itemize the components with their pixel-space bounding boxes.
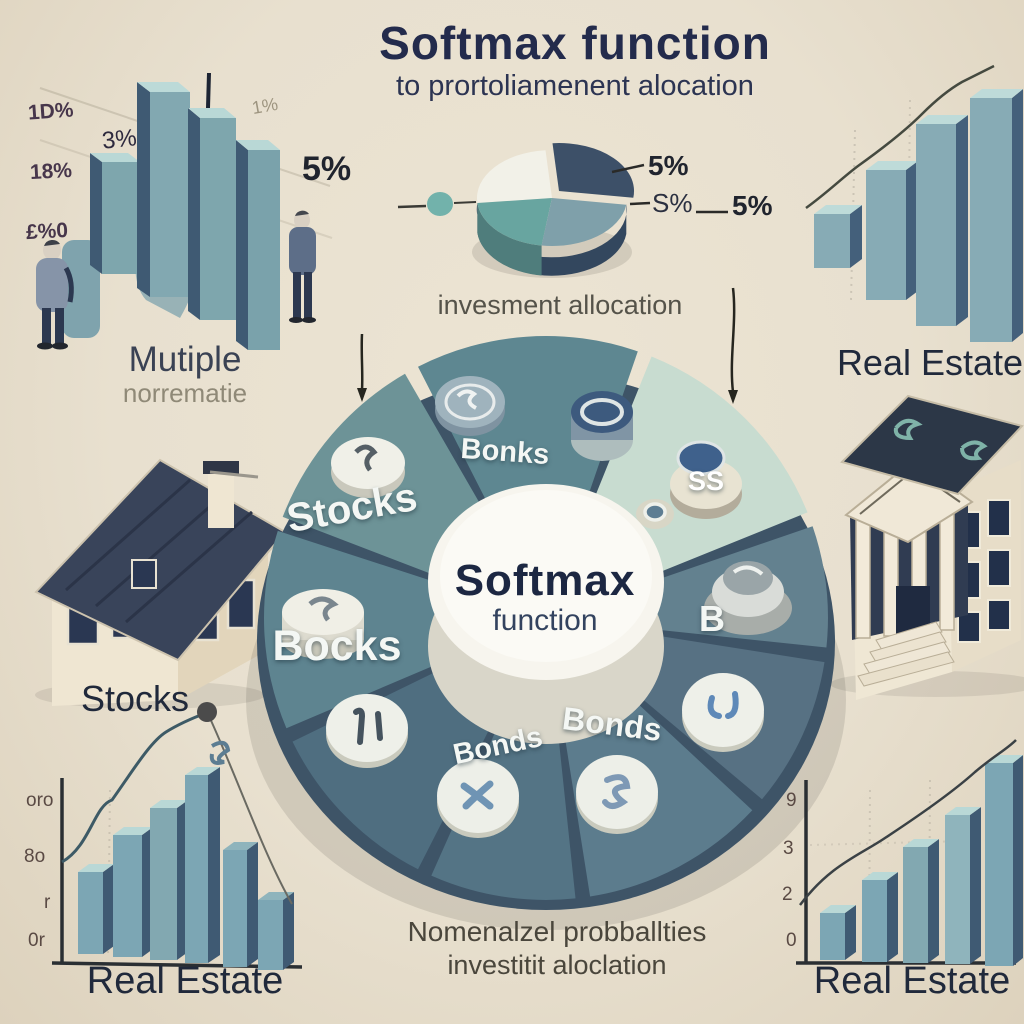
- trend-line: [805, 64, 995, 210]
- roof-squiggle: [960, 440, 988, 461]
- bar: [903, 839, 939, 963]
- bank-illustration: [830, 394, 1024, 700]
- bar: [185, 767, 220, 963]
- pie-caption: invesment allocation: [437, 290, 683, 320]
- bar: [78, 864, 114, 954]
- tr-caption: Real Estate: [836, 342, 1024, 383]
- bar: [862, 872, 898, 962]
- bl-y-tick: r: [44, 892, 51, 913]
- tl-caption-line2: norrematie: [122, 378, 248, 408]
- b-knob-icon: [704, 561, 792, 635]
- wheel-label-b: B: [699, 598, 725, 639]
- trend-line: [799, 739, 1017, 906]
- bar: [866, 161, 918, 300]
- tl-faint-label: 1%: [250, 93, 280, 119]
- peak-dot: [197, 702, 217, 722]
- bar: [916, 115, 968, 326]
- bar: [945, 807, 981, 964]
- small-o-button-icon: [636, 499, 674, 529]
- tl-big-label: 5%: [302, 150, 352, 188]
- br-y-tick: 2: [782, 884, 793, 905]
- page-subtitle: to prortoliamenent alocation: [396, 70, 754, 102]
- stocks-coin-icon: [331, 437, 405, 498]
- wheel-label-bocks: Bocks: [272, 622, 402, 670]
- bonks-coin-icon: [435, 376, 505, 436]
- bar: [985, 755, 1023, 966]
- column: [855, 517, 871, 639]
- bar: [236, 140, 280, 350]
- bar: [820, 905, 856, 960]
- bar: [90, 153, 140, 274]
- tl-caption-line1: Mutiple: [128, 340, 242, 379]
- mint-cap-icon: [571, 391, 633, 461]
- teal-dot: [427, 192, 453, 216]
- pie-slice-gray: [541, 198, 627, 246]
- scribble-knot: [209, 740, 231, 765]
- bl-caption: Real Estate: [86, 960, 284, 1002]
- allocation-pie-chart: [397, 143, 728, 278]
- bottom-caption-line2: investitit aloclation: [447, 950, 667, 980]
- roof-squiggle: [893, 418, 923, 441]
- wheel-center-button: [428, 484, 664, 744]
- bl-y-tick: oro: [26, 790, 54, 811]
- person-figure: [36, 239, 74, 350]
- br-caption: Real Estate: [813, 960, 1011, 1002]
- bottom-right-bar-chart: [796, 739, 1023, 966]
- bonds-right-ball-icon: [576, 755, 658, 834]
- bl-y-tick: 8o: [24, 846, 46, 867]
- house-illustration: [34, 458, 287, 709]
- tl-y-tick: 1D%: [27, 98, 75, 125]
- pie-slice-white: [476, 150, 552, 203]
- arrow-right: [728, 287, 738, 404]
- bar: [188, 108, 236, 320]
- token-a-ball-icon: [326, 694, 408, 768]
- arrow-left: [357, 333, 367, 402]
- bottom-caption-line1: Nomenalzel probballties: [407, 916, 707, 947]
- bar: [150, 800, 188, 960]
- wheel-segment-bocks: [263, 530, 519, 729]
- bottom-left-bar-chart: [51, 702, 303, 970]
- pie-label-mid: S%: [652, 188, 693, 218]
- wheel-center-title: Softmax: [454, 556, 636, 605]
- chimney: [208, 470, 234, 528]
- pie-label-top: 5%: [648, 150, 689, 181]
- flat-roof: [840, 394, 1024, 496]
- bar: [137, 82, 190, 297]
- wheel-center-subtitle: function: [492, 604, 598, 637]
- bar: [258, 892, 294, 970]
- pie-label-right: 5%: [732, 190, 773, 221]
- tl-y-tick: 18%: [29, 158, 73, 185]
- bar: [113, 827, 153, 957]
- trend-line-up: [61, 711, 207, 864]
- bar: [814, 205, 862, 268]
- bocks-coin-icon: [282, 589, 364, 659]
- top-right-bar-chart: [805, 64, 1023, 342]
- top-left-bar-chart: [36, 72, 333, 350]
- tl-bar-label: 3%: [100, 124, 138, 155]
- pie-slice-navy: [552, 143, 635, 198]
- wheel-label-ss: SS: [687, 466, 725, 496]
- br-y-tick: 9: [786, 790, 797, 811]
- br-y-tick: 0: [786, 930, 797, 951]
- br-y-tick: 3: [783, 838, 794, 859]
- page-title: Softmax function: [379, 17, 771, 69]
- bl-y-tick: 0r: [28, 930, 45, 951]
- bonds-left-ball-icon: [437, 759, 519, 838]
- ss-button-icon: [670, 440, 742, 519]
- token-b-ball-icon: [682, 673, 764, 752]
- person-figure: [289, 210, 316, 323]
- bar: [970, 89, 1023, 342]
- bar: [223, 842, 258, 967]
- house-caption: Stocks: [80, 678, 190, 719]
- softmax-wheel: [246, 336, 846, 930]
- tl-y-tick: £%0: [25, 218, 69, 245]
- pie-slice-teal: [477, 198, 552, 246]
